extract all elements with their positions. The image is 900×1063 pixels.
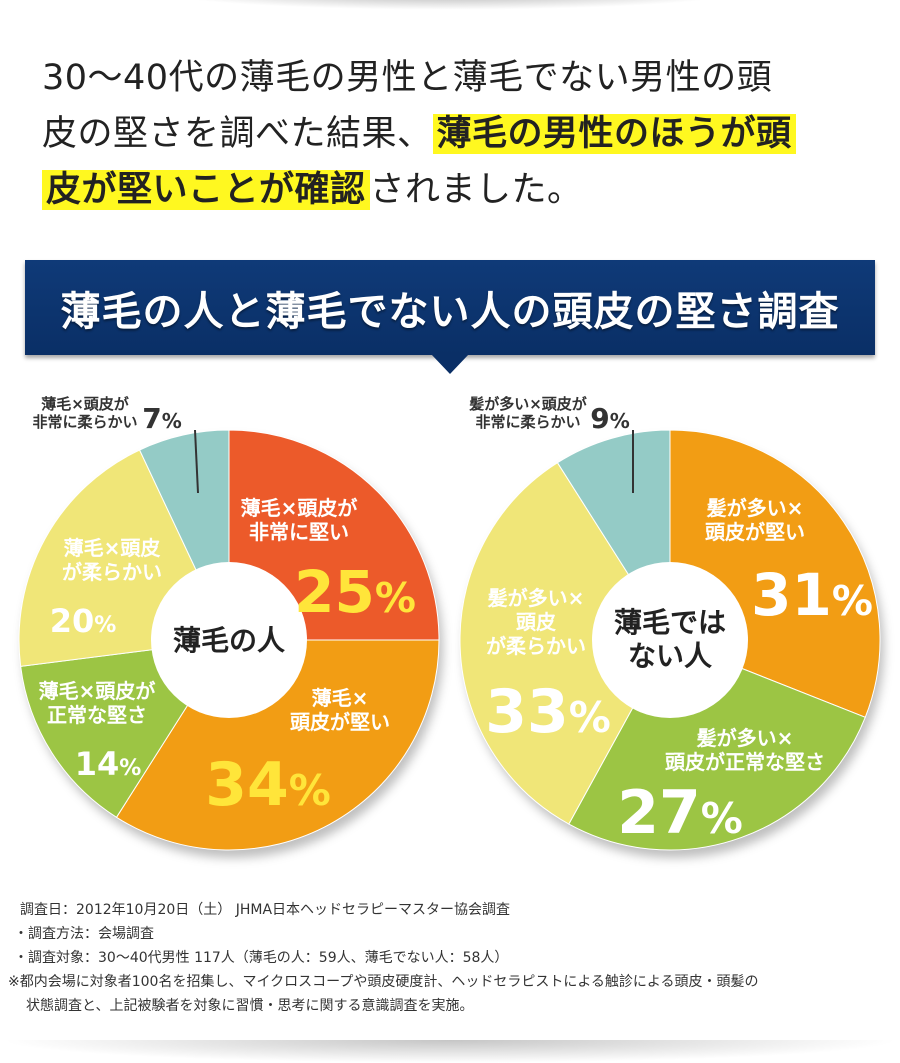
slice-percent: 25% <box>294 558 416 626</box>
intro-highlight-2: 皮が堅いことが確認 <box>42 170 370 210</box>
slice-label: 薄毛×頭皮が非常に堅い <box>241 496 358 544</box>
slice-percent: 34% <box>205 750 331 820</box>
slice-percent: 7% <box>142 402 182 435</box>
slice-percent: 14% <box>75 745 142 783</box>
slice-percent: 27% <box>617 778 743 848</box>
donut-center-label: 薄毛の人 <box>173 624 285 657</box>
note-remark: ※都内会場に対象者100名を招集し、マイクロスコープや頭皮硬度計、ヘッドセラピス… <box>8 974 759 990</box>
survey-notes: 調査日：2012年10月20日（土） JHMA日本ヘッドセラピーマスター協会調査… <box>8 898 888 1018</box>
slice-label: 髪が多い×頭皮が堅い <box>705 496 805 544</box>
slice-percent: 20% <box>50 602 117 640</box>
donut-center-label: 薄毛ではない人 <box>614 606 726 673</box>
slice-label: 薄毛×頭皮が柔らかい <box>62 536 162 584</box>
slice-label: 薄毛×頭皮が堅い <box>290 686 390 734</box>
slice-label: 髪が多い×頭皮が非常に柔らかい <box>468 395 588 431</box>
donut-hole <box>592 562 748 718</box>
intro-text: 30～40代の薄毛の男性と薄毛でない男性の頭 皮の堅さを調べた結果、 薄毛の男性の… <box>42 50 862 218</box>
slice-label: 髪が多い×頭皮が柔らかい <box>486 586 586 658</box>
donut-hole <box>151 562 307 718</box>
note-remark-cont: 状態調査と、上記被験者を対象に習慣・思考に関する意識調査を実施。 <box>26 998 474 1014</box>
slice-label: 薄毛×頭皮が正常な堅さ <box>39 679 156 727</box>
intro-line-3: 皮が堅いことが確認 されました。 <box>42 162 862 218</box>
intro-line-2: 皮の堅さを調べた結果、 薄毛の男性のほうが頭 <box>42 106 862 162</box>
slice-percent: 9% <box>590 402 630 435</box>
slice-percent: 31% <box>751 561 873 629</box>
slice-percent: 33% <box>485 677 611 747</box>
intro-line-2-plain: 皮の堅さを調べた結果、 <box>42 114 433 154</box>
note-date: 調査日：2012年10月20日（土） JHMA日本ヘッドセラピーマスター協会調査 <box>20 902 511 918</box>
slice-label: 薄毛×頭皮が非常に柔らかい <box>32 395 137 431</box>
slice-label: 髪が多い×頭皮が正常な堅さ <box>665 726 825 774</box>
bottom-shadow <box>0 1040 900 1063</box>
banner-title: 薄毛の人と薄毛でない人の頭皮の堅さ調査 <box>60 288 840 335</box>
top-shadow <box>150 0 750 10</box>
survey-banner: 薄毛の人と薄毛でない人の頭皮の堅さ調査 <box>25 260 875 355</box>
intro-line-3-plain: されました。 <box>369 170 583 210</box>
donut-slice <box>459 462 671 825</box>
intro-line-1: 30～40代の薄毛の男性と薄毛でない男性の頭 <box>42 58 773 98</box>
intro-highlight-1: 薄毛の男性のほうが頭 <box>432 114 796 154</box>
banner-pointer <box>431 354 469 374</box>
leader-line <box>194 429 199 494</box>
note-method: ・調査方法：会場調査 <box>14 926 154 942</box>
note-target: ・調査対象：30～40代男性 117人（薄毛の人：59人、薄毛でない人：58人） <box>14 950 509 966</box>
